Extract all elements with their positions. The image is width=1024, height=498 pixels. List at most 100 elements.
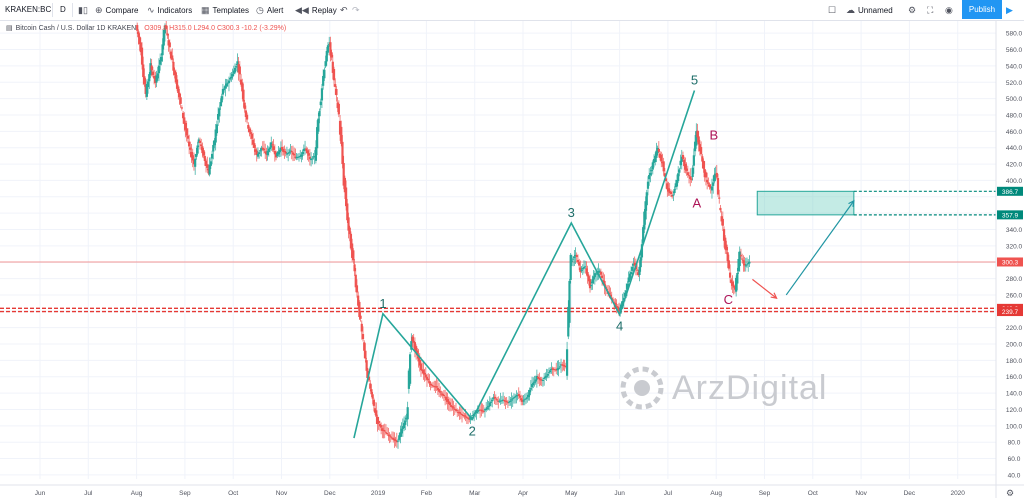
candle-body <box>367 376 371 381</box>
candle-body <box>195 153 198 157</box>
candle-body <box>662 161 665 172</box>
candle-body <box>209 161 212 166</box>
fullscreen-icon[interactable]: ⛶ <box>927 5 934 15</box>
candle-body <box>343 177 346 193</box>
candle-body <box>615 306 618 308</box>
projection-down-arrow-head <box>770 292 778 300</box>
time-tick-label: Sep <box>179 490 191 497</box>
candle-body <box>189 147 192 150</box>
candle-body <box>508 401 511 403</box>
time-tick-label: Oct <box>808 490 818 497</box>
candle-body <box>534 379 537 382</box>
symbol-search[interactable]: KRAKEN:BCI <box>5 5 54 14</box>
candle-body <box>499 400 502 402</box>
time-tick-label: Nov <box>855 490 867 497</box>
indicators-button[interactable]: ∿ Indicators <box>147 0 192 20</box>
candle-body <box>373 408 377 413</box>
candle-body <box>593 273 596 278</box>
candle-body <box>716 178 720 195</box>
candle-body <box>640 244 644 258</box>
candle-body <box>639 257 642 268</box>
interval-button[interactable]: D <box>60 5 66 14</box>
candle-body <box>616 306 619 309</box>
candle-body <box>454 409 458 411</box>
candle-body <box>458 412 461 414</box>
candle-body <box>479 409 482 411</box>
redo-icon[interactable]: ↷ <box>352 5 360 15</box>
candle-body <box>487 405 490 407</box>
candle-body <box>402 423 406 429</box>
undo-icon[interactable]: ↶ <box>340 5 348 15</box>
candle-body <box>376 416 379 424</box>
candle-body <box>666 183 669 190</box>
checkbox-icon[interactable]: ☐ <box>828 5 837 15</box>
price-tick-label: 160.0 <box>1006 374 1023 381</box>
candle-body <box>720 216 723 222</box>
play-icon[interactable]: ▶ <box>1006 5 1013 15</box>
candle-body <box>242 89 245 102</box>
wave-label-5: 5 <box>691 72 698 87</box>
candle-body <box>687 175 691 177</box>
candle-body <box>191 155 194 161</box>
candle-body <box>206 164 209 168</box>
candle-body <box>580 269 583 271</box>
candle-body <box>144 84 147 94</box>
time-tick-label: Mar <box>469 490 481 497</box>
candle-body <box>213 140 216 146</box>
candles-icon[interactable]: ▮▯ <box>78 5 88 15</box>
time-tick-label: Oct <box>228 490 238 497</box>
projection-up-arrow <box>785 200 855 296</box>
candle-body <box>358 301 361 318</box>
candle-body <box>590 285 593 287</box>
eye-icon[interactable]: ▤ <box>6 25 13 32</box>
candle-body <box>151 71 155 76</box>
price-marker-label: 300.3 <box>1002 259 1019 266</box>
candle-body <box>742 260 745 264</box>
candle-body <box>527 394 530 398</box>
candle-body <box>331 61 334 73</box>
candle-body <box>703 169 706 178</box>
alert-button[interactable]: ◷ Alert <box>256 0 283 20</box>
candle-body <box>355 285 359 293</box>
candle-body <box>413 342 417 350</box>
candle-body <box>365 360 368 371</box>
publish-button[interactable]: Publish <box>962 0 1002 19</box>
price-tick-label: 220.0 <box>1006 325 1023 332</box>
candle-body <box>297 156 301 158</box>
candle-body <box>412 340 415 343</box>
candle-body <box>433 385 436 387</box>
candle-body <box>622 297 625 301</box>
candle-body <box>171 55 174 60</box>
candle-body <box>283 150 286 153</box>
candle-body <box>440 393 443 395</box>
candle-body <box>250 133 254 139</box>
candle-body <box>318 110 321 117</box>
gear-icon[interactable]: ⚙ <box>908 5 917 15</box>
layout-name-button[interactable]: ☁ Unnamed <box>846 0 893 20</box>
chart-legend: ▤ Bitcoin Cash / U.S. Dollar 1D KRAKEN O3… <box>6 24 286 32</box>
compare-button[interactable]: ⊕ Compare <box>95 0 138 20</box>
price-chart[interactable]: 1 2 3 4 5 A B C 580.0 560.0 540.0 520.0 500.0 480.0 4… <box>0 21 1024 498</box>
horizontal-lines <box>0 190 996 313</box>
camera-icon[interactable]: ◉ <box>945 5 953 15</box>
candle-body <box>406 407 409 420</box>
templates-button[interactable]: ▦ Templates <box>201 0 249 20</box>
candle-body <box>712 182 715 186</box>
candle-body <box>322 75 325 86</box>
candle-body <box>668 191 671 194</box>
candle-body <box>360 323 363 332</box>
candle-body <box>221 88 225 95</box>
candle-body <box>558 366 561 368</box>
replay-button[interactable]: ◀◀ Replay <box>295 0 337 20</box>
candle-body <box>372 399 375 406</box>
price-tick-label: 200.0 <box>1006 342 1023 349</box>
candle-body <box>357 295 360 306</box>
candle-body <box>325 50 328 62</box>
candle-body <box>388 435 391 437</box>
price-marker-bg-target <box>997 210 1023 220</box>
candle-body <box>460 414 464 416</box>
candle-body <box>212 144 215 152</box>
candle-body <box>218 108 221 117</box>
candle-body <box>586 272 589 277</box>
candle-body <box>492 397 495 399</box>
